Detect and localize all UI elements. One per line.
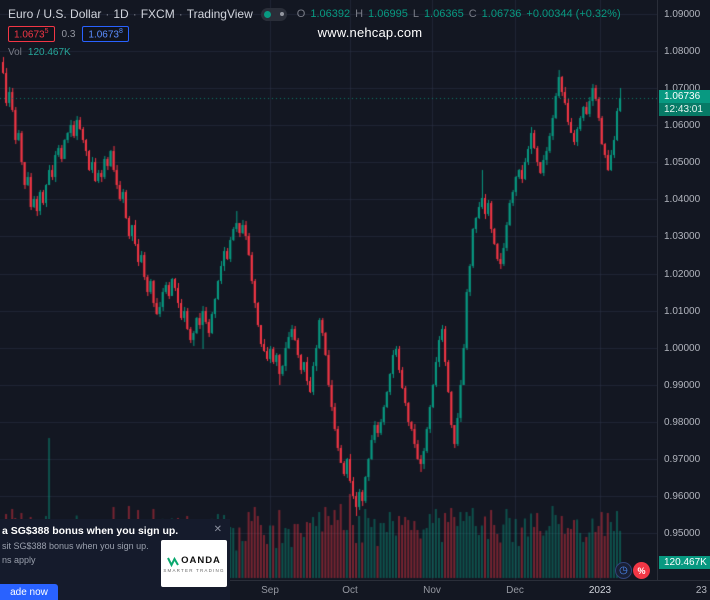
bid-price-button[interactable]: 1.06735 <box>8 26 55 43</box>
tradingview-link[interactable]: TradingView <box>186 7 253 21</box>
promo-banner[interactable]: a SG$388 bonus when you sign up. ✕ sit S… <box>0 519 230 600</box>
close-label: C <box>468 8 477 20</box>
oanda-logo-text: OANDA <box>181 555 221 566</box>
chart-legend: Euro / U.S. Dollar · 1D · FXCM · Trading… <box>8 7 621 58</box>
exchange-label: FXCM <box>140 7 175 21</box>
separator: · <box>105 7 110 21</box>
separator: · <box>178 7 183 21</box>
floating-buttons: ◷ % <box>615 562 650 579</box>
timer-button[interactable]: ◷ <box>615 562 632 579</box>
spread-value: 0.3 <box>61 28 76 40</box>
promo-terms: ns apply <box>2 554 36 565</box>
last-price-badge: 1.06736 12:43:01 <box>659 89 710 116</box>
price-axis-label: 0.95000 <box>664 527 701 539</box>
price-axis-label: 0.96000 <box>664 490 701 502</box>
time-axis-label: Sep <box>261 585 279 596</box>
promo-subtext: sit SG$388 bonus when you sign up. <box>2 541 149 551</box>
bar-countdown: 12:43:01 <box>659 102 710 116</box>
percent-icon: % <box>637 565 646 576</box>
open-value: 1.06392 <box>310 8 351 20</box>
price-axis[interactable]: 1.06736 12:43:01 120.467K 1.09000 1.08000… <box>657 0 710 580</box>
change-value: +0.00344 (+0.32%) <box>526 8 621 20</box>
low-label: L <box>412 8 419 20</box>
price-axis-label: 1.01000 <box>664 305 701 317</box>
price-axis-label: 0.97000 <box>664 453 701 465</box>
streaming-toggle[interactable] <box>260 7 287 21</box>
time-axis-label: Nov <box>423 585 441 596</box>
price-axis-label: 1.04000 <box>664 194 701 206</box>
price-axis-label: 1.00000 <box>664 342 701 354</box>
toggle-knob-icon <box>279 12 284 16</box>
ohlc-readout: O 1.06392 H 1.06995 L 1.06365 C 1.06736 … <box>297 8 621 20</box>
ask-price-button[interactable]: 1.06738 <box>82 26 129 43</box>
time-axis-label: Oct <box>342 585 358 596</box>
price-chart-canvas[interactable] <box>0 0 657 580</box>
promo-headline: a SG$388 bonus when you sign up. <box>2 525 179 537</box>
axis-clock: 23 <box>695 585 707 596</box>
price-axis-label: 1.06000 <box>664 120 701 132</box>
time-axis-label: 2023 <box>588 585 612 596</box>
promo-badge-button[interactable]: % <box>633 562 650 579</box>
close-icon[interactable]: ✕ <box>213 524 222 535</box>
volume-label: Vol <box>8 47 22 59</box>
volume-axis-badge: 120.467K <box>659 556 710 569</box>
last-price-value: 1.06736 <box>659 89 710 103</box>
trade-now-button[interactable]: ade now <box>0 584 58 600</box>
high-value: 1.06995 <box>368 8 408 20</box>
price-axis-label: 0.98000 <box>664 416 701 428</box>
close-value: 1.06736 <box>481 8 522 20</box>
site-watermark: www.nehcap.com <box>317 25 423 40</box>
price-axis-label: 1.09000 <box>664 9 701 21</box>
price-axis-label: 0.99000 <box>664 379 701 391</box>
open-label: O <box>296 8 306 20</box>
status-dot-icon <box>263 10 271 18</box>
symbol-title[interactable]: Euro / U.S. Dollar <box>8 7 102 21</box>
price-axis-label: 1.05000 <box>664 157 701 169</box>
separator: · <box>132 7 137 21</box>
low-value: 1.06365 <box>423 8 464 20</box>
clock-icon: ◷ <box>619 565 628 576</box>
time-axis-label: Dec <box>506 585 524 596</box>
volume-indicator-legend: Vol 120.467K <box>8 47 621 58</box>
price-axis-label: 1.08000 <box>664 46 701 58</box>
high-label: H <box>355 8 364 20</box>
price-axis-label: 1.07000 <box>664 83 701 95</box>
oanda-tagline: SMARTER TRADING <box>163 567 225 573</box>
price-axis-label: 1.02000 <box>664 268 701 280</box>
volume-value: 120.467K <box>27 47 71 59</box>
oanda-mark-icon <box>167 556 179 567</box>
price-axis-label: 1.03000 <box>664 231 701 243</box>
oanda-logo: OANDA SMARTER TRADING <box>161 540 227 587</box>
interval-label[interactable]: 1D <box>113 7 129 21</box>
